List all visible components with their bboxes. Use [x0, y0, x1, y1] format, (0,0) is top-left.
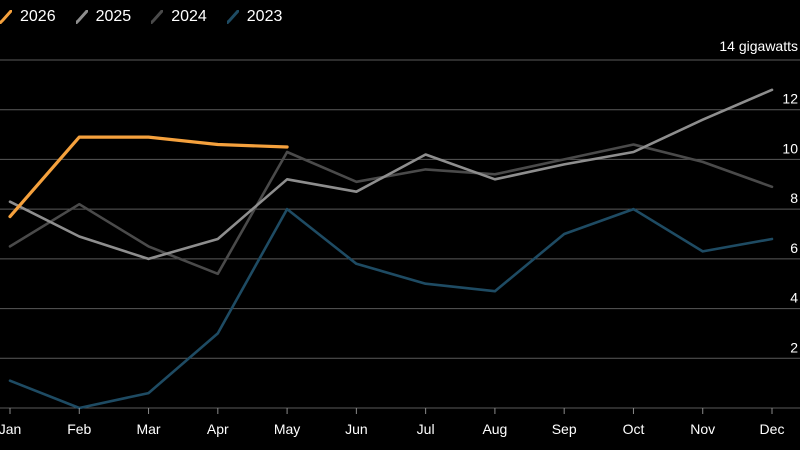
- x-tick-label: Feb: [67, 421, 91, 437]
- x-tick-label: Nov: [690, 421, 715, 437]
- legend-label: 2025: [95, 8, 132, 25]
- y-tick-label: 2: [790, 339, 798, 355]
- legend-item-2025: 2025: [75, 8, 132, 26]
- legend-item-2023: 2023: [226, 8, 283, 26]
- x-tick-label: Mar: [136, 421, 160, 437]
- y-tick-label: 10: [782, 140, 798, 156]
- legend-item-2026: 2026: [0, 8, 56, 26]
- x-tick-label: Apr: [207, 421, 229, 437]
- legend-line-icon: [0, 10, 12, 24]
- gridlines: [0, 59, 800, 409]
- legend-label: 2024: [171, 8, 207, 25]
- y-tick-label: 12: [782, 91, 798, 107]
- x-tick-label: Aug: [482, 421, 507, 437]
- x-tick-label: Jun: [345, 421, 368, 437]
- x-tick-label: Dec: [760, 421, 785, 437]
- legend-swatch: [75, 10, 88, 24]
- x-tick-label: May: [274, 421, 300, 437]
- legend-line-icon: [226, 10, 239, 24]
- x-tick-label: Oct: [623, 421, 645, 437]
- x-tick-label: Jan: [0, 421, 21, 437]
- legend-swatch: [151, 10, 164, 24]
- series-line-2023: [8, 207, 774, 410]
- y-tick-label: 8: [790, 190, 798, 206]
- legend-label: 2026: [20, 8, 56, 25]
- legend-line-icon: [75, 10, 88, 24]
- y-tick-label: 4: [790, 290, 798, 306]
- series-line-2026: [8, 135, 289, 219]
- axis-labels: 2 4 6 8 10 12 14 gigawatts Jan Feb Mar Apr May Jun Ju…: [0, 38, 798, 437]
- series-lines: [8, 88, 774, 410]
- legend-swatch: [226, 10, 239, 24]
- y-unit-label: 14 gigawatts: [719, 38, 798, 54]
- series-line-2025: [8, 88, 774, 261]
- legend-label: 2023: [246, 8, 283, 25]
- chart-legend: 2026 2025 2024 2023: [0, 6, 302, 28]
- x-tick-label: Sep: [552, 421, 577, 437]
- y-tick-label: 6: [790, 240, 798, 256]
- legend-swatch: [0, 10, 12, 24]
- legend-line-icon: [151, 10, 164, 24]
- legend-item-2024: 2024: [151, 8, 207, 26]
- x-tick-label: Jul: [417, 421, 435, 437]
